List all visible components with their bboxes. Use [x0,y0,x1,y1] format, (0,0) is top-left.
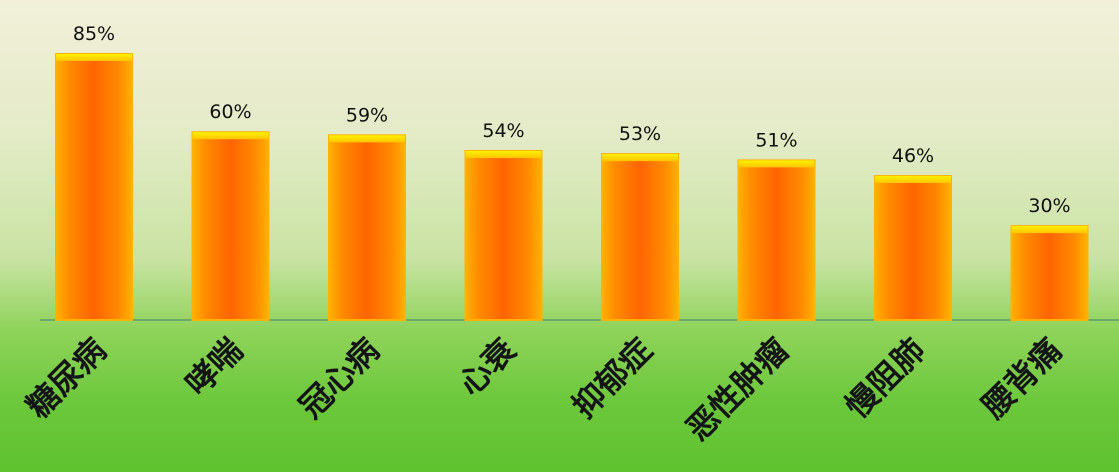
category-label-7: 慢阻肺 [838,331,933,426]
category-label-8: 腰背痛 [974,331,1069,426]
bar-1 [55,53,133,321]
category-label-3: 冠心病 [292,331,387,426]
bar-8 [1010,225,1089,321]
bar-cap-6 [738,160,815,168]
category-label-1: 糖尿病 [19,331,114,426]
value-label-4: 54% [482,120,524,142]
bar-3 [328,134,406,321]
value-label-8: 30% [1028,195,1070,217]
bar-5 [601,153,679,321]
category-label-5: 抑郁症 [565,331,660,426]
bar-cap-2 [192,132,269,140]
bar-cap-5 [602,154,678,162]
category-label-2: 哮喘 [178,331,250,403]
value-label-1: 85% [73,23,115,45]
category-label-6: 恶性肿瘤 [679,331,796,448]
category-label-4: 心衰 [451,331,523,403]
bar-2 [191,131,270,321]
value-labels-group: 85% 60% 59% 54% 53% 51% 46% 30% [73,23,1071,217]
bar-cap-7 [875,176,951,184]
bar-6 [737,159,816,321]
bar-7 [874,175,952,321]
value-label-7: 46% [892,145,934,167]
value-label-6: 51% [755,129,797,151]
bar-4 [464,150,543,321]
value-label-3: 59% [346,104,388,126]
category-labels-group: 糖尿病 哮喘 冠心病 心衰 抑郁症 恶性肿瘤 慢阻肺 腰背痛 [19,331,1069,448]
bar-cap-1 [56,54,132,61]
bar-cap-4 [465,151,542,159]
bar-cap-8 [1011,226,1088,234]
bar-cap-3 [329,135,405,143]
bars-group [55,53,1089,321]
value-label-2: 60% [209,101,251,123]
value-label-5: 53% [619,123,661,145]
